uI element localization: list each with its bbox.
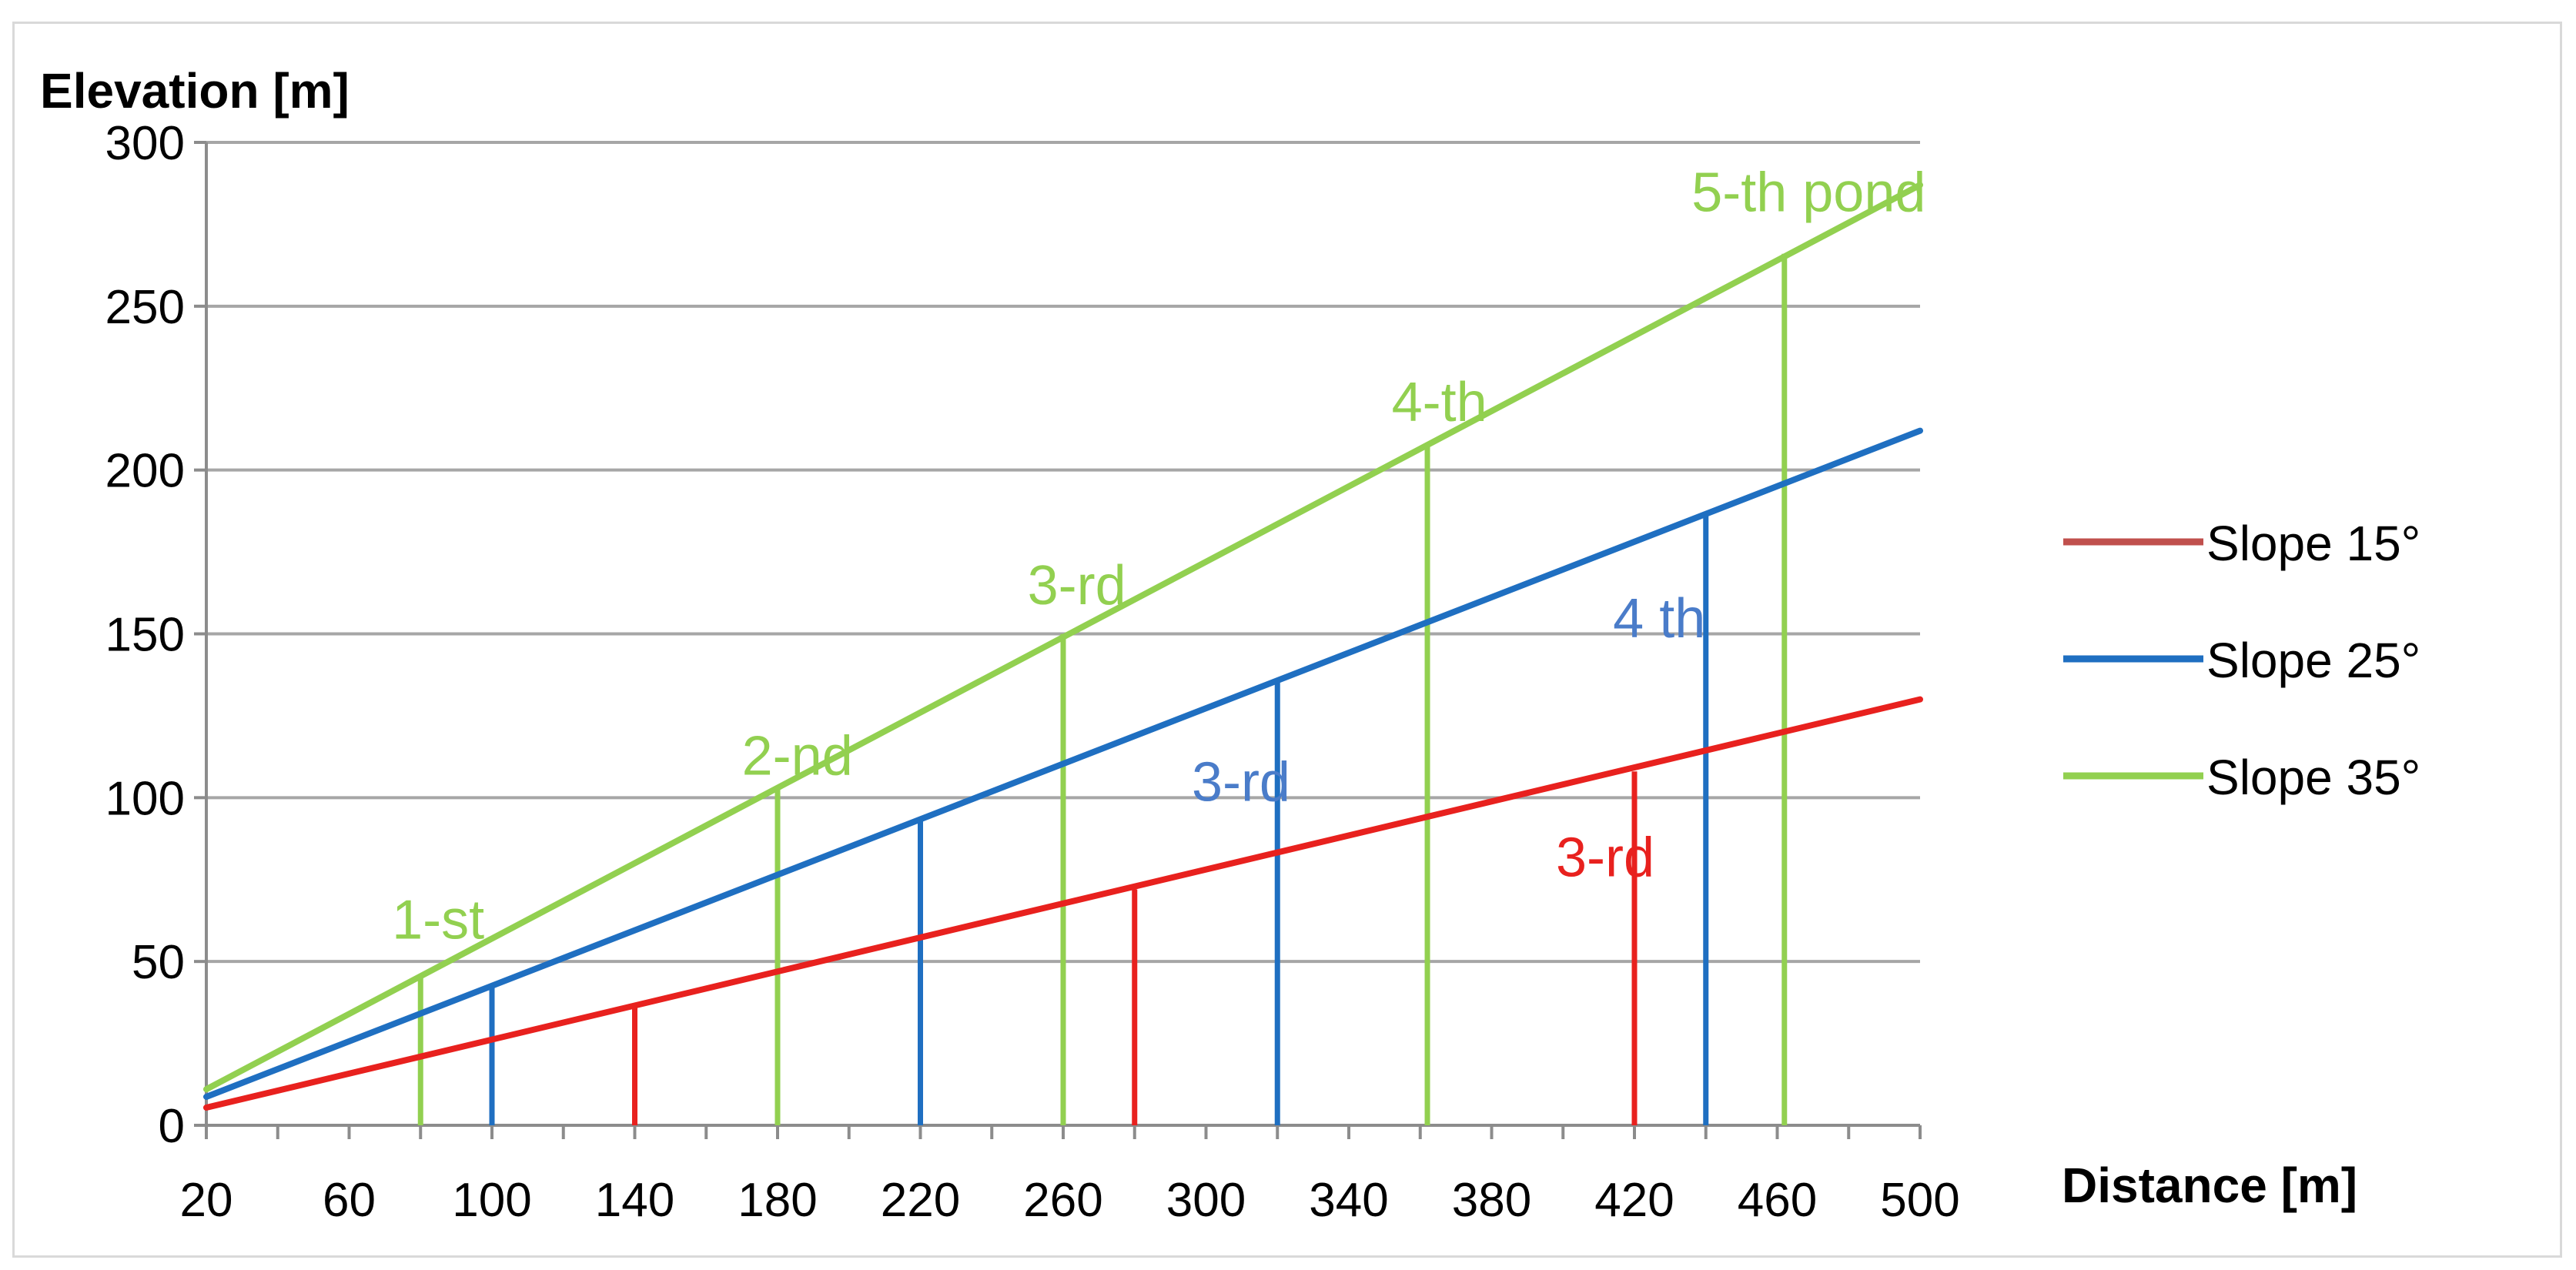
pond-annotation: 1-st	[392, 889, 484, 951]
y-tick-label: 50	[132, 936, 185, 989]
y-tick-label: 0	[159, 1100, 185, 1153]
x-tick-label: 460	[1738, 1174, 1817, 1227]
tick-labels: 0 50 100 150 200 250 300 20 60 100 140 180 220 260 300…	[105, 117, 1960, 1227]
y-tick-label: 200	[105, 445, 185, 498]
x-axis-label: Distance [m]	[2062, 1158, 2357, 1213]
legend: Slope 15° Slope 25° Slope 35°	[2063, 516, 2420, 805]
x-tick-label: 140	[595, 1174, 674, 1227]
pond-annotation: 3-rd	[1556, 827, 1654, 888]
y-tick-label: 100	[105, 772, 185, 825]
pond-annotation: 3-rd	[1028, 555, 1126, 617]
x-tick-label: 20	[180, 1174, 233, 1227]
x-tick-label: 60	[323, 1174, 376, 1227]
y-axis-label: Elevation [m]	[40, 63, 350, 119]
x-tick-label: 420	[1594, 1174, 1674, 1227]
series-line	[203, 696, 1923, 1111]
legend-entry: Slope 25°	[2206, 633, 2420, 688]
x-tick-label: 500	[1880, 1174, 1959, 1227]
y-tick-label: 300	[105, 117, 185, 170]
x-tick-label: 300	[1166, 1174, 1246, 1227]
series-line	[203, 182, 1923, 1093]
y-tick-label: 150	[105, 609, 185, 662]
x-tick-label: 260	[1023, 1174, 1102, 1227]
x-tick-label: 340	[1309, 1174, 1388, 1227]
legend-entry: Slope 15°	[2206, 516, 2420, 571]
x-tick-label: 180	[738, 1174, 817, 1227]
annotation-layer: 1-st 2-nd 3-rd 4-th 5-th pond 3-rd 4 th 3-rd	[392, 162, 1925, 951]
x-tick-label: 100	[452, 1174, 531, 1227]
y-tick-label: 250	[105, 281, 185, 334]
pond-annotation: 4 th	[1613, 588, 1705, 650]
pond-annotation: 2-nd	[742, 726, 853, 787]
x-tick-label: 220	[881, 1174, 960, 1227]
pond-annotation: 5-th pond	[1691, 162, 1925, 223]
legend-entry: Slope 35°	[2206, 750, 2420, 805]
pond-annotation: 3-rd	[1192, 752, 1290, 814]
x-tick-label: 380	[1452, 1174, 1531, 1227]
pond-annotation: 4-th	[1392, 372, 1487, 433]
series-layer	[203, 182, 1923, 1125]
series-line	[203, 427, 1923, 1100]
